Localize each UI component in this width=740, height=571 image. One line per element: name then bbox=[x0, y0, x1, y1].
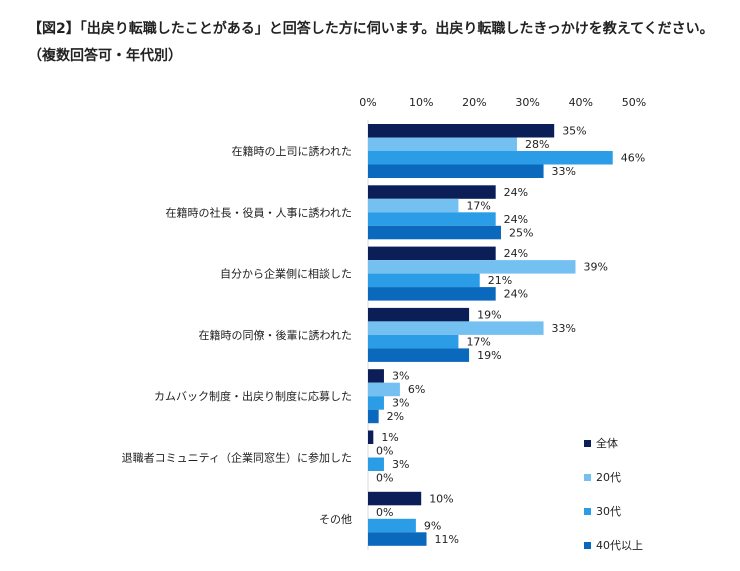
data-label: 24% bbox=[504, 213, 528, 226]
bar bbox=[368, 457, 384, 471]
data-label: 17% bbox=[466, 335, 490, 348]
legend-label: 40代以上 bbox=[596, 539, 643, 552]
bar bbox=[368, 198, 459, 213]
bar bbox=[368, 430, 374, 444]
bar bbox=[368, 491, 422, 506]
data-label: 24% bbox=[504, 288, 528, 301]
x-tick-label: 0% bbox=[359, 96, 376, 109]
bar bbox=[368, 164, 544, 178]
bar bbox=[368, 321, 544, 335]
bar bbox=[368, 124, 555, 138]
bar bbox=[368, 225, 501, 240]
data-label: 28% bbox=[525, 138, 549, 151]
bar bbox=[368, 287, 496, 301]
legend-swatch bbox=[584, 440, 591, 447]
legend-swatch bbox=[584, 508, 591, 515]
data-label: 0% bbox=[376, 506, 393, 519]
legend-label: 30代 bbox=[596, 505, 621, 518]
data-label: 3% bbox=[392, 397, 409, 410]
data-label: 0% bbox=[376, 472, 393, 485]
x-tick-label: 10% bbox=[409, 96, 433, 109]
bar bbox=[368, 307, 470, 322]
data-label: 19% bbox=[477, 308, 501, 321]
bar bbox=[368, 532, 427, 546]
bar bbox=[368, 185, 496, 199]
data-label: 33% bbox=[552, 322, 576, 335]
category-label: その他 bbox=[319, 513, 352, 526]
data-label: 33% bbox=[552, 165, 576, 178]
data-label: 1% bbox=[381, 431, 398, 444]
data-label: 3% bbox=[392, 370, 409, 383]
bar bbox=[368, 348, 470, 362]
data-label: 24% bbox=[504, 247, 528, 260]
bar bbox=[368, 518, 416, 533]
data-label: 19% bbox=[477, 349, 501, 362]
bar bbox=[368, 396, 384, 410]
data-label: 3% bbox=[392, 458, 409, 471]
bar bbox=[368, 369, 384, 383]
x-tick-label: 20% bbox=[462, 96, 486, 109]
data-label: 39% bbox=[583, 261, 607, 274]
data-label: 6% bbox=[408, 383, 425, 396]
category-label: 在籍時の同僚・後輩に誘われた bbox=[199, 328, 352, 342]
x-tick-label: 40% bbox=[569, 96, 593, 109]
data-label: 25% bbox=[509, 226, 533, 239]
data-label: 9% bbox=[424, 519, 441, 532]
category-label: 在籍時の上司に誘われた bbox=[232, 144, 352, 158]
legend-label: 全体 bbox=[596, 436, 618, 450]
data-label: 11% bbox=[435, 533, 459, 546]
bar bbox=[368, 260, 576, 274]
x-tick-label: 30% bbox=[515, 96, 539, 109]
category-label: 在籍時の社長・役員・人事に誘われた bbox=[166, 205, 352, 219]
bar bbox=[368, 382, 400, 397]
data-label: 10% bbox=[429, 492, 453, 505]
category-label: 退職者コミュニティ（企業同窓生）に参加した bbox=[122, 451, 352, 465]
legend-swatch bbox=[584, 542, 591, 549]
bar bbox=[368, 246, 496, 261]
data-label: 21% bbox=[488, 274, 512, 287]
bar bbox=[368, 212, 496, 226]
bar bbox=[368, 273, 480, 288]
category-label: 自分から企業側に相談した bbox=[220, 267, 352, 281]
data-label: 35% bbox=[562, 125, 586, 138]
data-label: 17% bbox=[466, 199, 490, 212]
category-label: カムバック制度・出戻り制度に応募した bbox=[154, 389, 352, 403]
bar bbox=[368, 409, 379, 424]
data-label: 0% bbox=[376, 445, 393, 458]
chart-title: 【図2】「出戻り転職したことがある」と回答した方に伺います。出戻り転職したきっか… bbox=[28, 21, 714, 64]
bar bbox=[368, 137, 517, 151]
data-label: 24% bbox=[504, 186, 528, 199]
legend-swatch bbox=[584, 474, 591, 481]
bar bbox=[368, 334, 459, 349]
data-label: 2% bbox=[387, 410, 404, 423]
data-label: 46% bbox=[621, 152, 645, 165]
legend-label: 20代 bbox=[596, 471, 621, 484]
x-tick-label: 50% bbox=[622, 96, 646, 109]
bar bbox=[368, 151, 613, 165]
